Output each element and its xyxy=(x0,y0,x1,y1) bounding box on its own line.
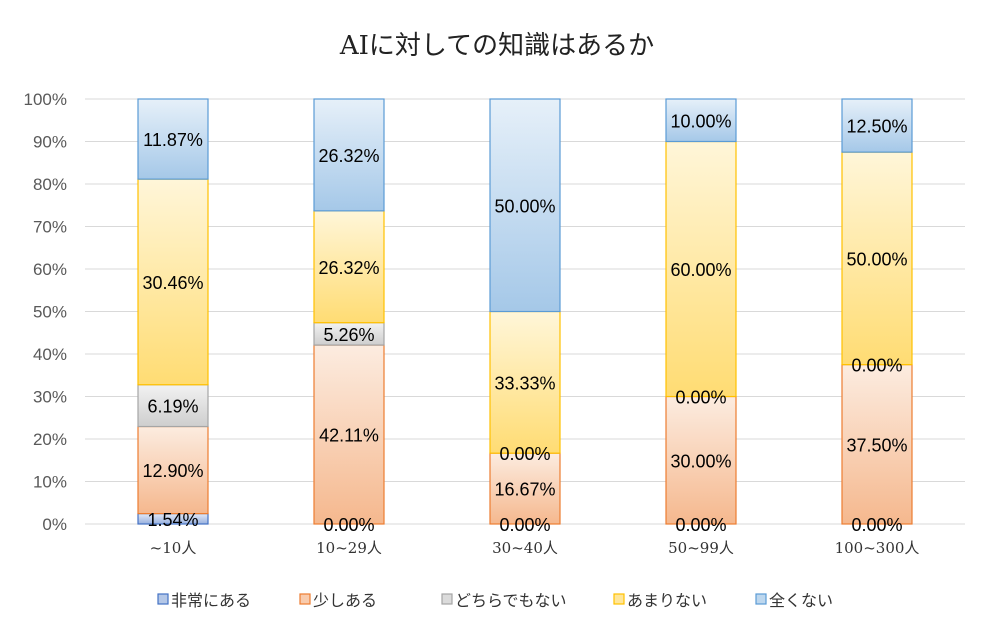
y-tick-label: 90% xyxy=(33,133,67,152)
bar-segment xyxy=(841,98,913,153)
data-label: 0.00% xyxy=(675,388,726,408)
bar-segment xyxy=(841,364,913,525)
legend-swatch xyxy=(157,593,169,605)
y-tick-label: 0% xyxy=(42,515,67,534)
legend-label: 全くない xyxy=(769,591,833,610)
data-label: 50.00% xyxy=(494,196,555,216)
legend-label: どちらでもない xyxy=(455,591,567,610)
data-label: 16.67% xyxy=(494,480,555,500)
bar-segment xyxy=(841,151,913,366)
data-label: 0.00% xyxy=(499,444,550,464)
bar-segment xyxy=(665,98,737,143)
legend-item: どちらでもない xyxy=(441,591,567,610)
data-label: 0.00% xyxy=(499,515,550,535)
y-tick-label: 80% xyxy=(33,175,67,194)
y-tick-label: 20% xyxy=(33,430,67,449)
x-tick-label: 30~40人 xyxy=(492,539,558,557)
y-tick-label: 60% xyxy=(33,260,67,279)
data-label: 37.50% xyxy=(846,435,907,455)
data-label: 33.33% xyxy=(494,373,555,393)
data-label: 60.00% xyxy=(670,260,731,280)
data-label: 10.00% xyxy=(670,111,731,131)
bar-segment xyxy=(313,98,385,212)
data-label: 50.00% xyxy=(846,249,907,269)
data-label: 30.46% xyxy=(142,273,203,293)
bar-segment xyxy=(137,98,209,180)
y-tick-label: 100% xyxy=(24,90,67,109)
data-label: 30.00% xyxy=(670,451,731,471)
legend-swatch xyxy=(613,593,625,605)
y-tick-label: 10% xyxy=(33,473,67,492)
data-label: 0.00% xyxy=(851,356,902,376)
chart-title: AIに対しての知識はあるか xyxy=(339,31,654,61)
data-label: 6.19% xyxy=(147,397,198,417)
bar-segment xyxy=(489,310,561,454)
bar-segment xyxy=(137,425,209,515)
legend-label: あまりない xyxy=(627,591,707,610)
data-label: 1.54% xyxy=(147,510,198,530)
data-label: 0.00% xyxy=(851,515,902,535)
y-tick-label: 70% xyxy=(33,218,67,237)
y-tick-label: 30% xyxy=(33,388,67,407)
x-tick-label: 10~29人 xyxy=(316,539,382,557)
bar-segment xyxy=(665,395,737,525)
data-label: 26.32% xyxy=(318,258,379,278)
bar-segment xyxy=(489,98,561,313)
legend-swatch xyxy=(441,593,453,605)
x-tick-label: 50~99人 xyxy=(668,539,734,557)
y-tick-label: 40% xyxy=(33,345,67,364)
x-tick-label: 100~300人 xyxy=(835,539,920,557)
data-label: 26.32% xyxy=(318,146,379,166)
legend-item: あまりない xyxy=(613,591,707,610)
y-tick-label: 50% xyxy=(33,303,67,322)
data-label: 42.11% xyxy=(319,426,379,446)
data-label: 0.00% xyxy=(675,515,726,535)
bar-segment xyxy=(489,452,561,525)
bar-segment xyxy=(313,210,385,324)
legend-swatch xyxy=(755,593,767,605)
x-tick-label: ~10人 xyxy=(150,539,197,557)
legend-item: 少しある xyxy=(299,591,377,610)
legend-item: 非常にある xyxy=(157,591,251,610)
legend-swatch xyxy=(299,593,311,605)
legend-item: 全くない xyxy=(755,591,833,610)
legend-label: 少しある xyxy=(313,591,377,610)
data-label: 12.90% xyxy=(142,461,203,481)
data-label: 5.26% xyxy=(323,325,374,345)
bar-segment xyxy=(137,178,209,386)
bar-segment xyxy=(313,344,385,525)
data-label: 11.87% xyxy=(143,130,203,150)
data-label: 12.50% xyxy=(846,117,907,137)
bar-segment xyxy=(665,140,737,398)
data-label: 0.00% xyxy=(323,515,374,535)
bar-segment xyxy=(137,384,209,428)
legend-label: 非常にある xyxy=(171,591,251,610)
